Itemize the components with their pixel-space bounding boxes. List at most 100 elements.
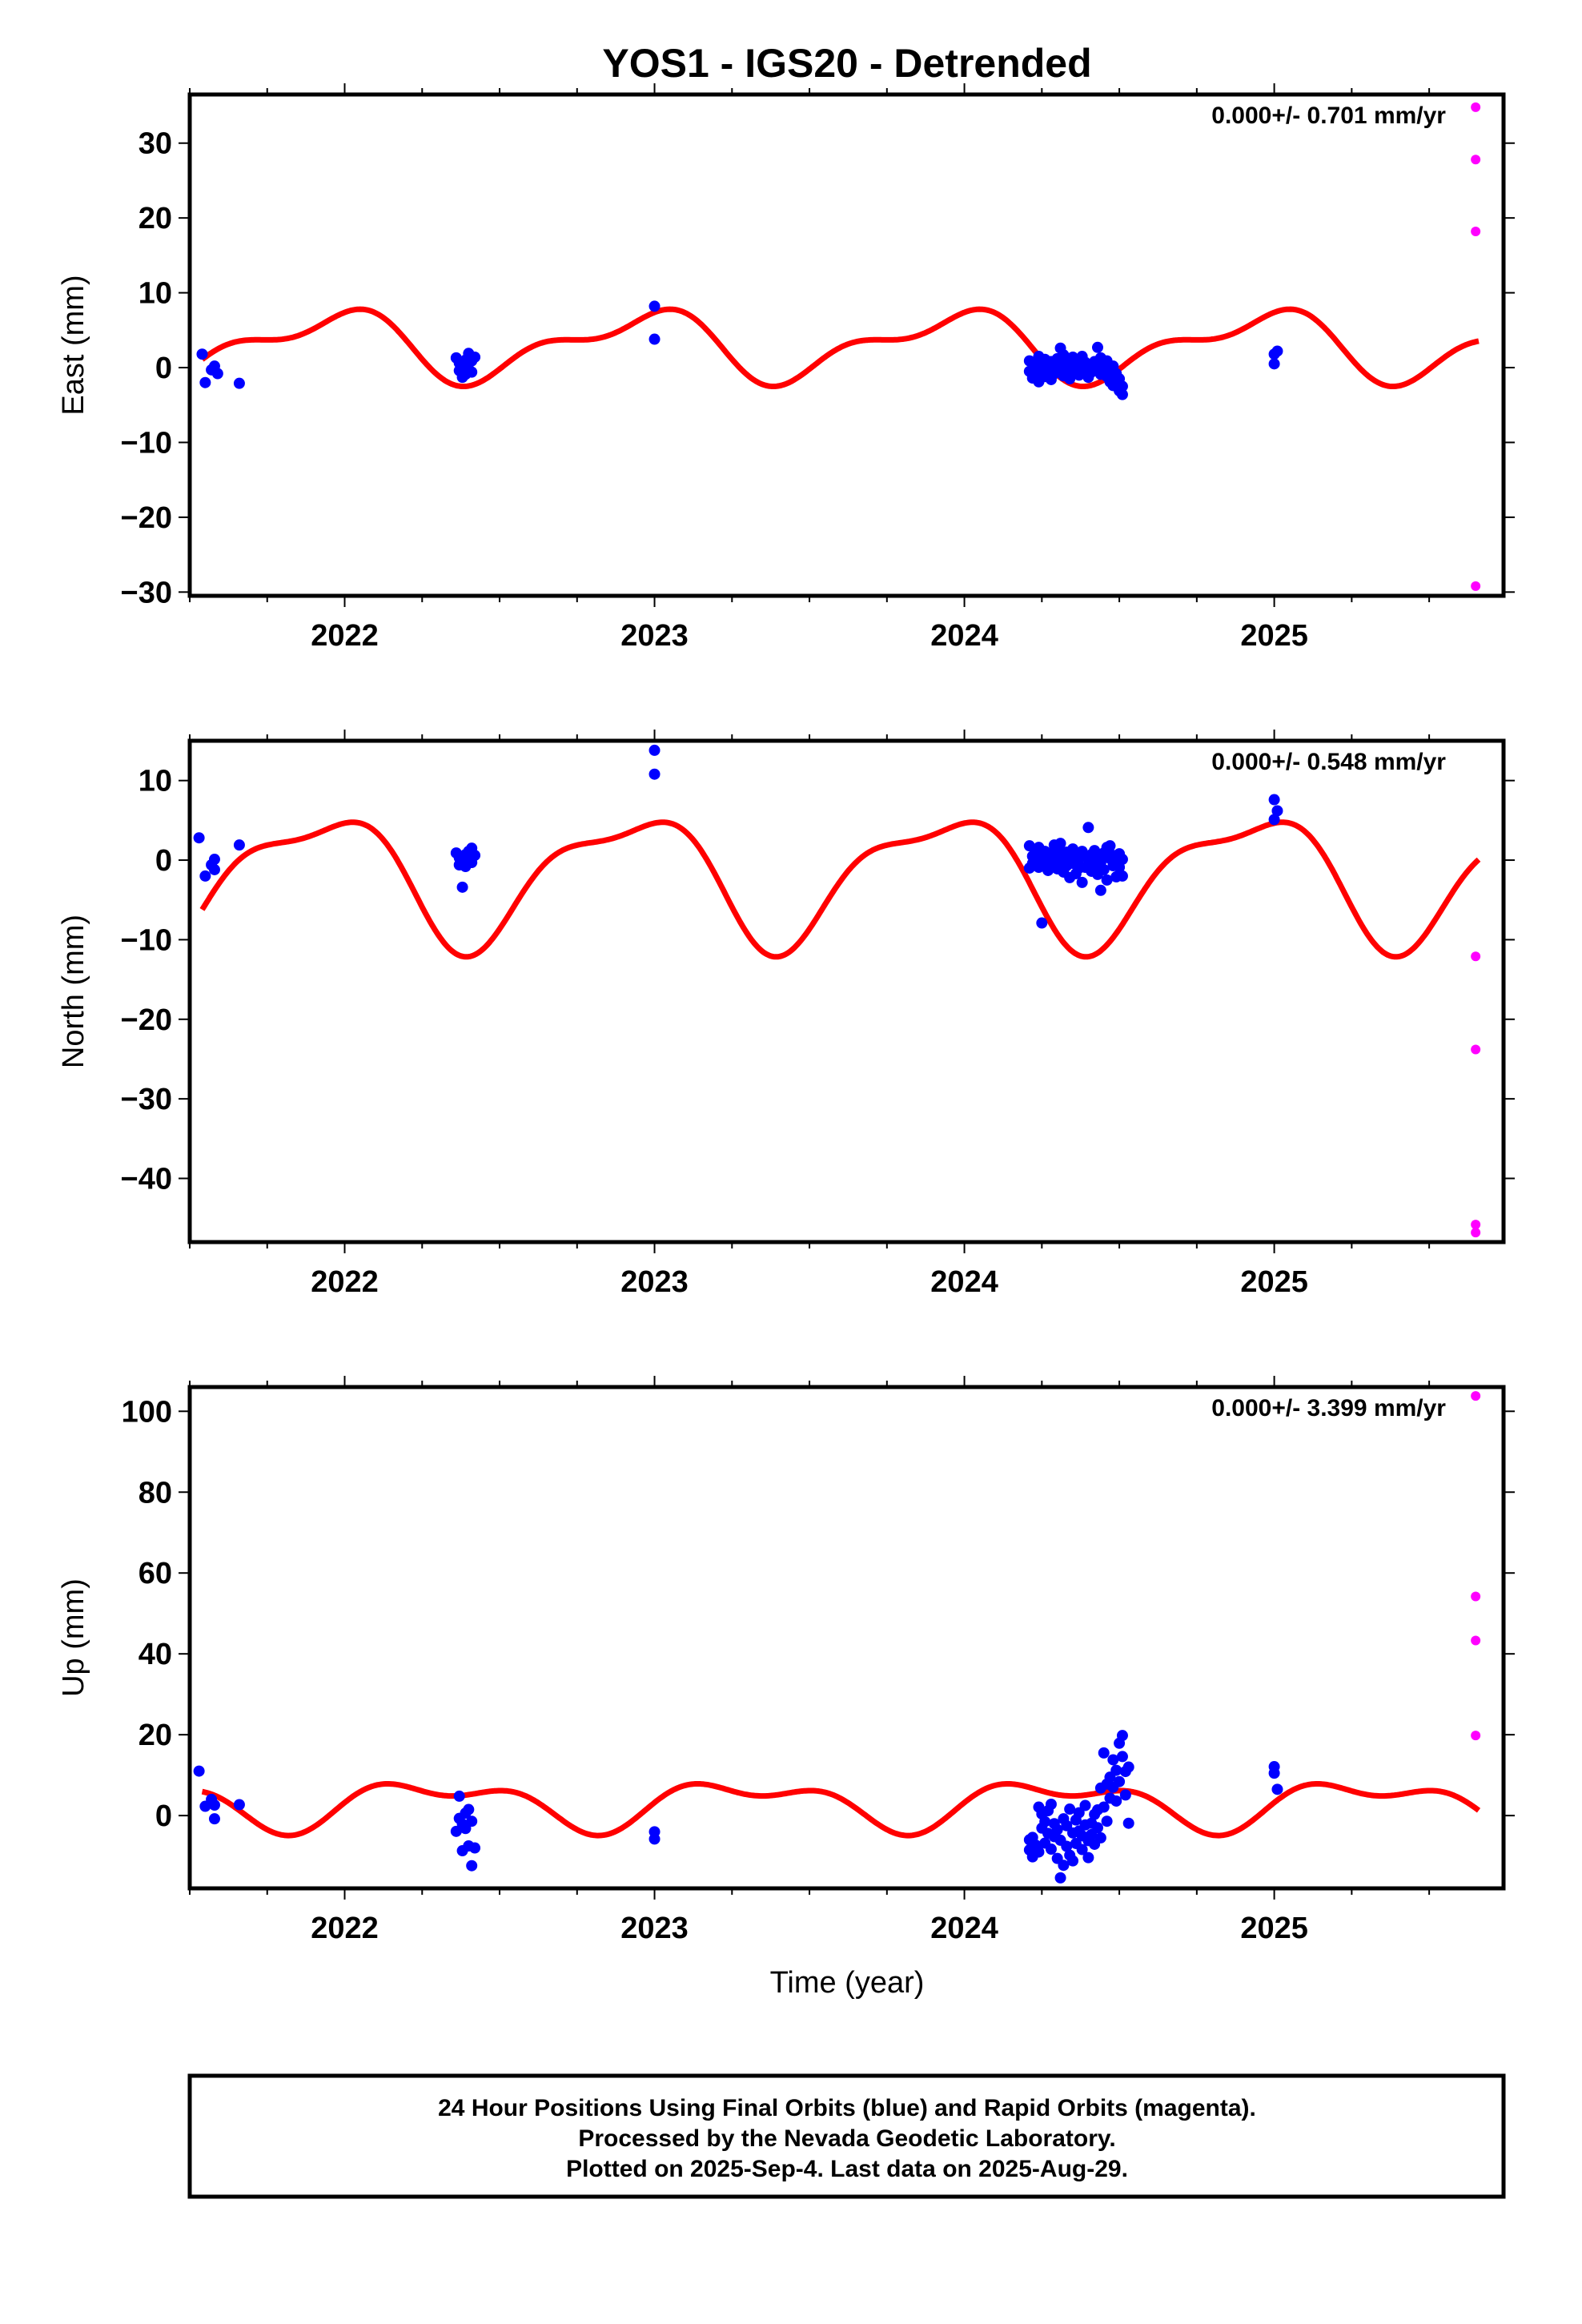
final-orbit-point — [648, 768, 661, 780]
final-orbit-point — [1116, 388, 1128, 400]
final-orbit-point — [1058, 1860, 1070, 1872]
final-orbit-point — [1107, 1754, 1119, 1766]
final-orbit-point — [469, 351, 481, 363]
footer-line-1: 24 Hour Positions Using Final Orbits (bl… — [438, 2095, 1256, 2121]
final-orbit-point — [450, 1825, 462, 1837]
rapid-orbit-point — [1471, 951, 1481, 962]
x-axis-label: Time (year) — [770, 1966, 925, 2000]
rapid-orbit-point — [1471, 1220, 1481, 1230]
x-tick-label: 2022 — [311, 1265, 379, 1299]
y-tick-label: −30 — [121, 1083, 172, 1116]
final-orbit-point — [1271, 805, 1283, 817]
footer-line-3: Plotted on 2025-Sep-4. Last data on 2025… — [566, 2156, 1128, 2182]
final-orbit-point — [1098, 1801, 1110, 1813]
panel-east: 2022 2023 2024 2025 30 20 10 0 −10 −20 −30 East (mm… — [57, 83, 1515, 653]
y-tick-label: 80 — [139, 1476, 172, 1510]
rapid-orbit-point — [1471, 226, 1481, 236]
rate-label: 0.000+/- 0.548 mm/yr — [1211, 749, 1446, 775]
final-orbit-point — [208, 854, 220, 866]
plot-frame — [187, 92, 1506, 598]
final-orbit-point — [1116, 1730, 1128, 1742]
y-axis-label: East (mm) — [57, 275, 90, 415]
final-orbit-point — [1045, 1844, 1057, 1856]
final-orbit-point — [1091, 341, 1103, 353]
x-tick-label: 2024 — [930, 1912, 998, 1945]
final-orbit-point — [466, 1815, 478, 1827]
rapid-orbit-point — [1471, 1635, 1481, 1646]
x-tick-label: 2023 — [620, 1265, 689, 1299]
y-axis-label: North (mm) — [57, 915, 90, 1068]
final-orbit-point — [1054, 1872, 1066, 1884]
final-orbit-point — [1122, 1817, 1134, 1829]
seasonal-model-line — [201, 1781, 1481, 1839]
final-orbit-point — [1036, 917, 1048, 929]
final-orbit-point — [1114, 1775, 1126, 1787]
final-orbit-point — [648, 744, 661, 756]
final-orbit-point — [1271, 1783, 1283, 1795]
final-orbit-point — [196, 348, 208, 360]
final-orbit-point — [463, 1803, 475, 1815]
plot-frame — [187, 1385, 1506, 1891]
final-orbit-point — [648, 1833, 661, 1845]
final-orbit-point — [1076, 1844, 1088, 1856]
final-orbit-point — [208, 863, 220, 875]
rapid-orbit-point — [1471, 1044, 1481, 1055]
data-layer — [196, 102, 1481, 591]
final-orbit-point — [208, 1813, 220, 1825]
final-orbit-point — [1067, 1855, 1079, 1867]
y-tick-label: 60 — [139, 1557, 172, 1590]
y-tick-label: 100 — [122, 1395, 172, 1429]
final-orbit-point — [1094, 1831, 1106, 1844]
y-tick-label: −10 — [121, 923, 172, 957]
rapid-orbit-point — [1471, 155, 1481, 165]
final-orbit-point — [466, 1860, 478, 1872]
final-orbit-point — [1104, 840, 1116, 852]
final-orbit-point — [1098, 863, 1110, 875]
x-tick-label: 2022 — [311, 619, 379, 653]
y-tick-label: 10 — [139, 277, 172, 311]
final-orbit-point — [466, 366, 478, 378]
seasonal-model-line — [199, 819, 1481, 960]
final-orbit-point — [1268, 1767, 1280, 1779]
final-orbit-point — [1268, 794, 1280, 806]
x-tick-label: 2024 — [930, 619, 998, 653]
final-orbit-point — [453, 1790, 465, 1802]
x-tick-label: 2025 — [1240, 1265, 1308, 1299]
rapid-orbit-point — [1471, 1228, 1481, 1238]
final-orbit-point — [1033, 1846, 1045, 1858]
data-layer — [193, 1391, 1481, 1884]
y-tick-label: −30 — [121, 576, 172, 609]
y-tick-label: 0 — [155, 844, 172, 878]
rate-label: 0.000+/- 3.399 mm/yr — [1211, 1395, 1446, 1421]
y-tick-label: 0 — [155, 352, 172, 385]
rate-label: 0.000+/- 0.701 mm/yr — [1211, 103, 1446, 129]
final-orbit-point — [1116, 854, 1128, 866]
final-orbit-point — [199, 870, 211, 882]
final-orbit-point — [1064, 1803, 1076, 1815]
final-orbit-point — [1116, 1751, 1128, 1763]
final-orbit-point — [211, 368, 223, 380]
y-tick-label: −20 — [121, 501, 172, 535]
final-orbit-point — [1054, 838, 1066, 850]
final-orbit-point — [199, 376, 211, 388]
y-axis-label: Up (mm) — [57, 1578, 90, 1697]
final-orbit-point — [1061, 1840, 1073, 1852]
final-orbit-point — [648, 300, 661, 312]
panel-up: 2022 2023 2024 2025 100 80 60 40 20 0 Up (mm) 0.000… — [57, 1376, 1515, 1945]
final-orbit-point — [1271, 345, 1283, 357]
y-tick-label: 10 — [139, 765, 172, 798]
final-orbit-point — [1061, 1819, 1073, 1831]
final-orbit-point — [1101, 874, 1113, 886]
chart-title: YOS1 - IGS20 - Detrended — [602, 41, 1091, 86]
rapid-orbit-point — [1471, 1391, 1481, 1401]
final-orbit-point — [1110, 1764, 1122, 1776]
final-orbit-point — [1119, 1789, 1131, 1801]
x-tick-label: 2023 — [620, 619, 689, 653]
final-orbit-point — [1045, 1798, 1057, 1810]
final-orbit-point — [233, 377, 245, 389]
final-orbit-point — [456, 881, 468, 893]
final-orbit-point — [1116, 380, 1128, 392]
y-tick-label: −20 — [121, 1003, 172, 1037]
final-orbit-point — [1082, 1852, 1094, 1864]
